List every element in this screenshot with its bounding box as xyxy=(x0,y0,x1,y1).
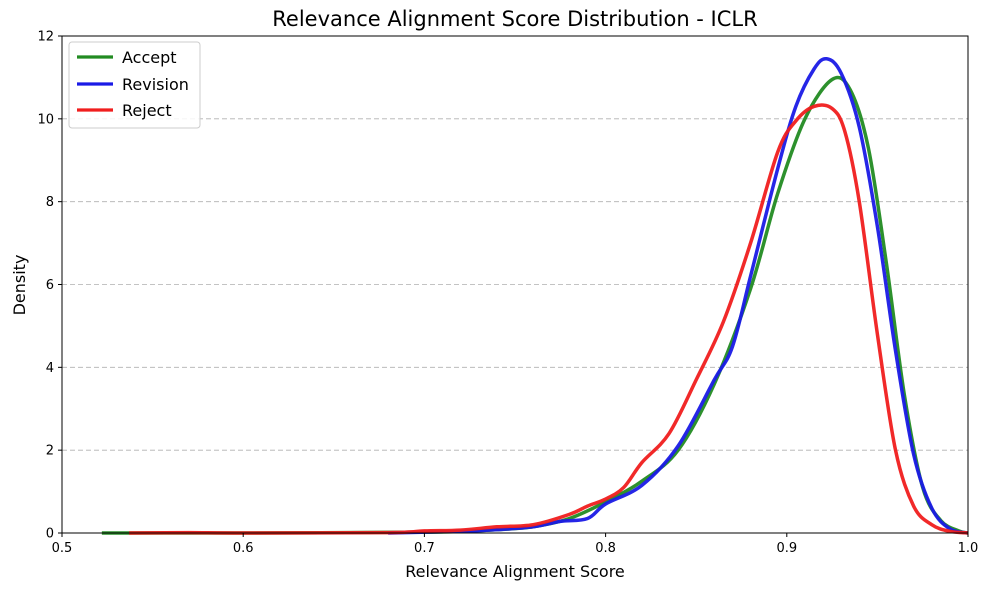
x-tick-label: 0.6 xyxy=(233,541,254,556)
legend-box xyxy=(68,41,201,129)
x-tick-label: 0.9 xyxy=(776,541,797,556)
x-tick-label: 1.0 xyxy=(958,541,979,556)
series-line-reject xyxy=(129,103,969,535)
y-tick-label: 2 xyxy=(46,444,54,459)
chart-title: Relevance Alignment Score Distribution -… xyxy=(272,7,757,31)
legend-label-reject: Reject xyxy=(122,101,172,120)
tick-layer: 0 2 4 6 8 10 12 0.5 0.6 0.7 0.8 0.9 1.0 xyxy=(37,30,978,557)
legend-label-revision: Revision xyxy=(122,75,189,94)
y-tick-label: 6 xyxy=(46,278,54,293)
y-tick-label: 10 xyxy=(37,112,54,127)
y-tick-label: 0 xyxy=(46,527,54,542)
y-tick-label: 8 xyxy=(46,195,54,210)
legend: Accept Revision Reject xyxy=(68,41,201,129)
curve-layer xyxy=(101,56,969,535)
series-line-revision xyxy=(388,56,969,535)
y-tick-label: 4 xyxy=(46,361,54,376)
x-tick-label: 0.5 xyxy=(52,541,73,556)
y-axis-label: Density xyxy=(10,255,29,316)
x-tick-label: 0.8 xyxy=(595,541,616,556)
x-axis-label: Relevance Alignment Score xyxy=(405,562,625,581)
legend-label-accept: Accept xyxy=(122,48,177,67)
y-tick-label: 12 xyxy=(37,30,54,45)
grid-layer xyxy=(62,118,968,451)
series-line-accept xyxy=(101,75,969,535)
x-tick-label: 0.7 xyxy=(414,541,435,556)
